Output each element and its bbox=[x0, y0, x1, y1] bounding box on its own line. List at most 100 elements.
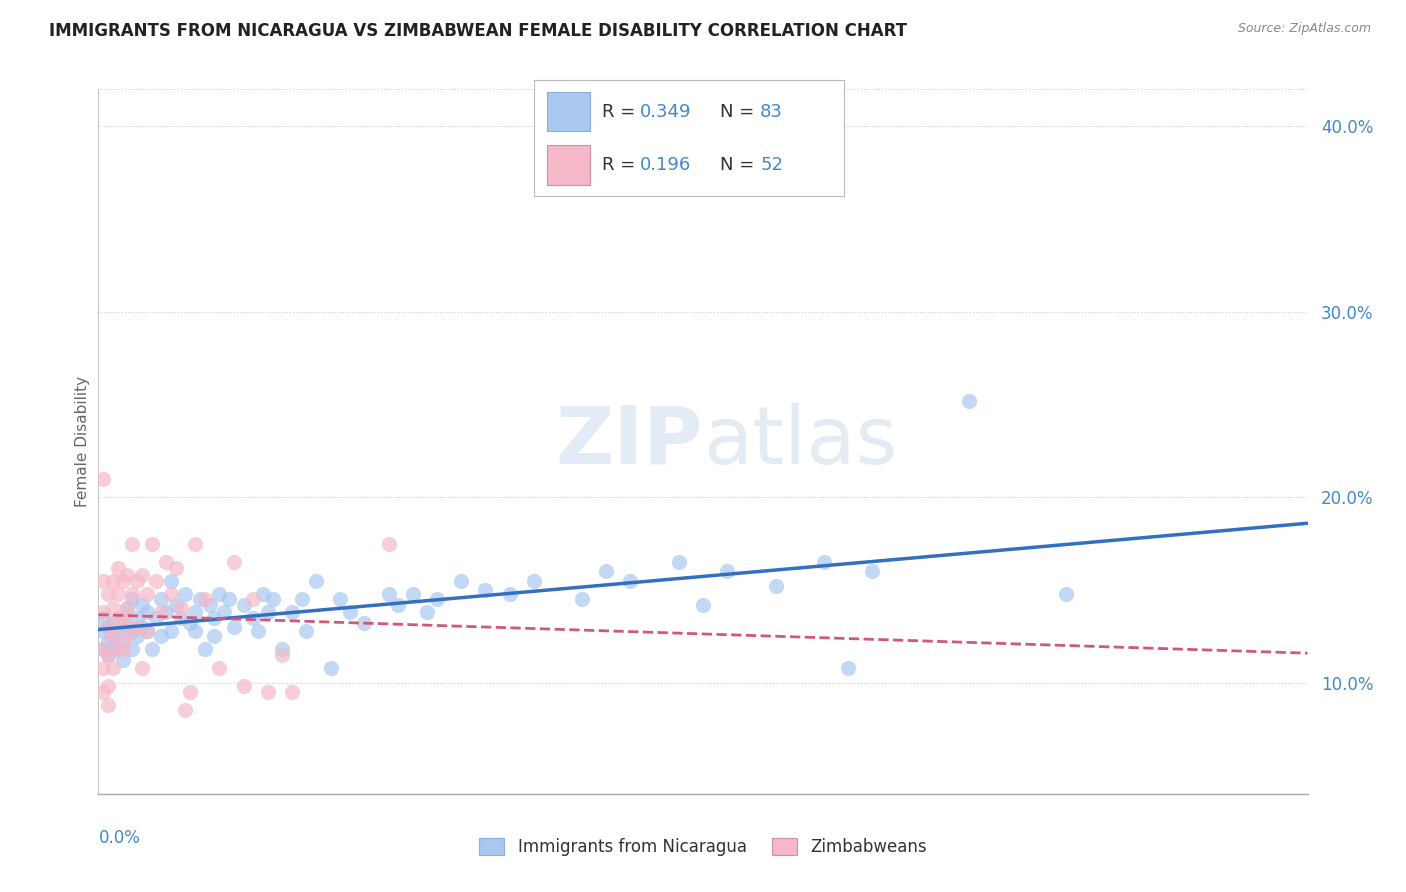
Y-axis label: Female Disability: Female Disability bbox=[75, 376, 90, 508]
Point bbox=[121, 586, 143, 600]
Point bbox=[107, 610, 129, 624]
Text: atlas: atlas bbox=[703, 402, 897, 481]
Point bbox=[117, 620, 139, 634]
Point bbox=[252, 586, 274, 600]
Point bbox=[121, 642, 143, 657]
Point bbox=[150, 592, 173, 607]
Point bbox=[107, 642, 129, 657]
Point bbox=[222, 620, 245, 634]
Point bbox=[194, 592, 217, 607]
Point bbox=[97, 648, 120, 662]
Point bbox=[271, 642, 294, 657]
Point bbox=[111, 635, 134, 649]
Point bbox=[813, 555, 835, 569]
Point bbox=[91, 624, 114, 638]
Point bbox=[127, 620, 149, 634]
Point bbox=[184, 624, 207, 638]
Point bbox=[377, 586, 399, 600]
Point bbox=[290, 592, 312, 607]
Point bbox=[194, 642, 217, 657]
Point bbox=[256, 685, 278, 699]
Point bbox=[131, 620, 153, 634]
Text: 83: 83 bbox=[761, 103, 783, 120]
Point bbox=[97, 620, 120, 634]
Point bbox=[135, 605, 157, 619]
Point bbox=[160, 624, 183, 638]
Point bbox=[339, 605, 361, 619]
Point bbox=[232, 679, 254, 693]
Point bbox=[121, 592, 143, 607]
Point bbox=[127, 629, 149, 643]
Point bbox=[668, 555, 690, 569]
Point bbox=[121, 536, 143, 550]
Point bbox=[165, 598, 187, 612]
Point bbox=[271, 648, 294, 662]
Point bbox=[150, 629, 173, 643]
Point bbox=[131, 598, 153, 612]
Point bbox=[107, 586, 129, 600]
Point bbox=[117, 629, 139, 643]
Point bbox=[208, 661, 231, 675]
Legend: Immigrants from Nicaragua, Zimbabweans: Immigrants from Nicaragua, Zimbabweans bbox=[479, 838, 927, 856]
Point bbox=[97, 620, 120, 634]
Point bbox=[155, 605, 177, 619]
Point bbox=[218, 592, 240, 607]
Point bbox=[127, 574, 149, 588]
Point bbox=[155, 555, 177, 569]
Point bbox=[111, 610, 134, 624]
Point bbox=[97, 586, 120, 600]
Text: 52: 52 bbox=[761, 156, 783, 174]
Point bbox=[281, 605, 304, 619]
Text: N =: N = bbox=[720, 156, 759, 174]
Point bbox=[174, 703, 197, 717]
Text: IMMIGRANTS FROM NICARAGUA VS ZIMBABWEAN FEMALE DISABILITY CORRELATION CHART: IMMIGRANTS FROM NICARAGUA VS ZIMBABWEAN … bbox=[49, 22, 907, 40]
Point bbox=[117, 601, 139, 615]
Text: N =: N = bbox=[720, 103, 759, 120]
Point bbox=[242, 610, 264, 624]
Point bbox=[212, 605, 235, 619]
Point bbox=[377, 536, 399, 550]
Point bbox=[1054, 586, 1077, 600]
Point bbox=[91, 472, 114, 486]
Point bbox=[692, 598, 714, 612]
Point bbox=[97, 635, 120, 649]
Text: ZIP: ZIP bbox=[555, 402, 703, 481]
Point bbox=[131, 661, 153, 675]
Point bbox=[91, 605, 114, 619]
Point bbox=[416, 605, 439, 619]
Point bbox=[131, 568, 153, 582]
Point bbox=[150, 605, 173, 619]
Point bbox=[127, 610, 149, 624]
Point bbox=[179, 616, 201, 631]
Text: Source: ZipAtlas.com: Source: ZipAtlas.com bbox=[1237, 22, 1371, 36]
Point bbox=[135, 624, 157, 638]
Point bbox=[305, 574, 328, 588]
Point bbox=[523, 574, 546, 588]
Point bbox=[281, 685, 304, 699]
Point bbox=[135, 624, 157, 638]
Point bbox=[121, 624, 143, 638]
Point bbox=[571, 592, 593, 607]
Point bbox=[165, 560, 187, 574]
Point bbox=[256, 605, 278, 619]
Point bbox=[97, 698, 120, 712]
Point bbox=[765, 579, 787, 593]
Point bbox=[204, 629, 226, 643]
Point bbox=[101, 639, 124, 653]
Point bbox=[247, 624, 270, 638]
Point bbox=[198, 598, 221, 612]
Point bbox=[107, 642, 129, 657]
Point bbox=[91, 574, 114, 588]
Point bbox=[174, 586, 197, 600]
Point bbox=[204, 610, 226, 624]
Point bbox=[101, 601, 124, 615]
Point bbox=[179, 685, 201, 699]
Point bbox=[111, 574, 134, 588]
Point bbox=[111, 642, 134, 657]
Point bbox=[91, 642, 114, 657]
Point bbox=[107, 560, 129, 574]
Point bbox=[135, 586, 157, 600]
Point bbox=[101, 629, 124, 643]
Point bbox=[101, 629, 124, 643]
Point bbox=[101, 616, 124, 631]
